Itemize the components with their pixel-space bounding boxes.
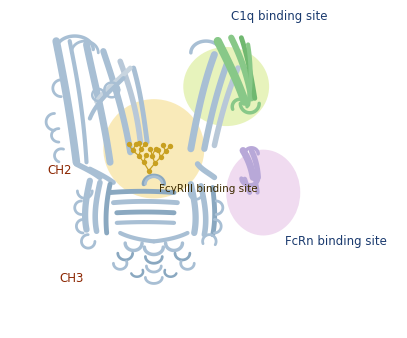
Point [166,144,173,149]
Point [147,146,154,151]
Point [151,161,158,166]
Point [152,146,159,151]
Point [146,168,152,173]
Point [138,146,144,151]
Ellipse shape [103,99,204,198]
Ellipse shape [226,150,300,236]
Point [160,143,166,148]
Point [129,148,136,153]
Point [162,148,169,154]
Point [136,140,142,146]
Point [140,160,147,165]
Point [143,152,149,157]
Text: FcRn binding site: FcRn binding site [285,235,387,248]
Point [149,153,155,158]
Text: CH2: CH2 [48,164,72,177]
Point [157,154,164,160]
Point [136,153,142,158]
Point [155,147,162,152]
Ellipse shape [183,47,269,126]
Text: C1q binding site: C1q binding site [231,9,328,23]
Text: CH3: CH3 [59,272,84,285]
Point [142,141,149,146]
Text: FcγRIII binding site: FcγRIII binding site [159,184,258,194]
Point [125,142,132,147]
Point [133,141,139,146]
